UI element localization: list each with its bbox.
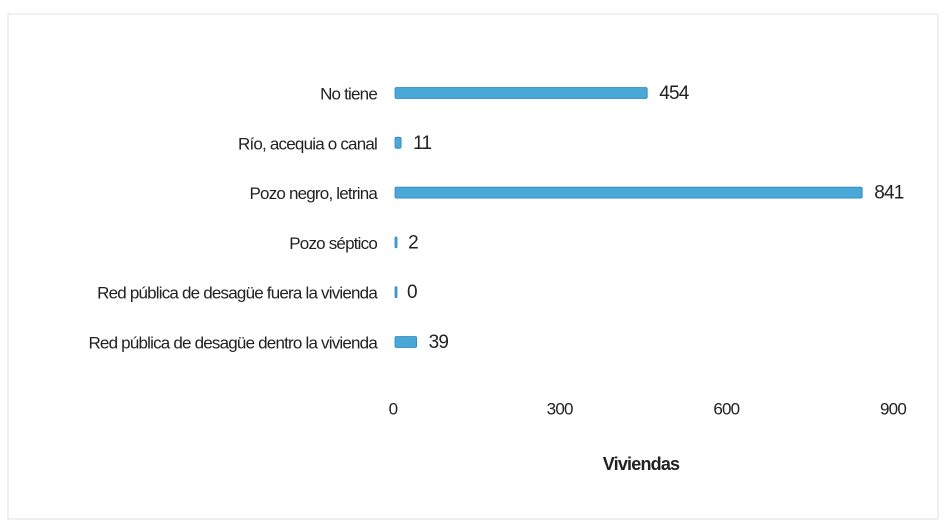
x-tick-label: 0 [389, 399, 398, 418]
value-label: 39 [429, 332, 449, 353]
bar [394, 136, 402, 149]
bar [394, 87, 648, 99]
y-tick-label: Red pública de desagüe dentro la viviend… [88, 333, 378, 352]
x-tick-label: 900 [880, 399, 906, 418]
value-label: 11 [413, 133, 431, 154]
bar [394, 336, 418, 348]
value-label: 454 [659, 83, 690, 104]
value-label: 841 [874, 183, 904, 204]
y-tick-label: Red pública de desagüe fuera la vivienda [97, 284, 378, 303]
x-tick-label: 300 [547, 399, 573, 418]
bar [394, 236, 398, 249]
y-tick-label: No tiene [320, 84, 377, 103]
chart-frame [7, 13, 939, 520]
bar [394, 186, 863, 199]
y-tick-label: Río, acequia o canal [238, 134, 377, 153]
value-label: 2 [408, 232, 418, 253]
x-axis-label: Viviendas [603, 454, 680, 474]
y-tick-label: Pozo séptico [289, 234, 377, 253]
y-tick-label: Pozo negro, letrina [250, 184, 379, 203]
value-label: 0 [407, 282, 417, 303]
bar [394, 286, 398, 299]
x-tick-label: 600 [713, 399, 739, 418]
